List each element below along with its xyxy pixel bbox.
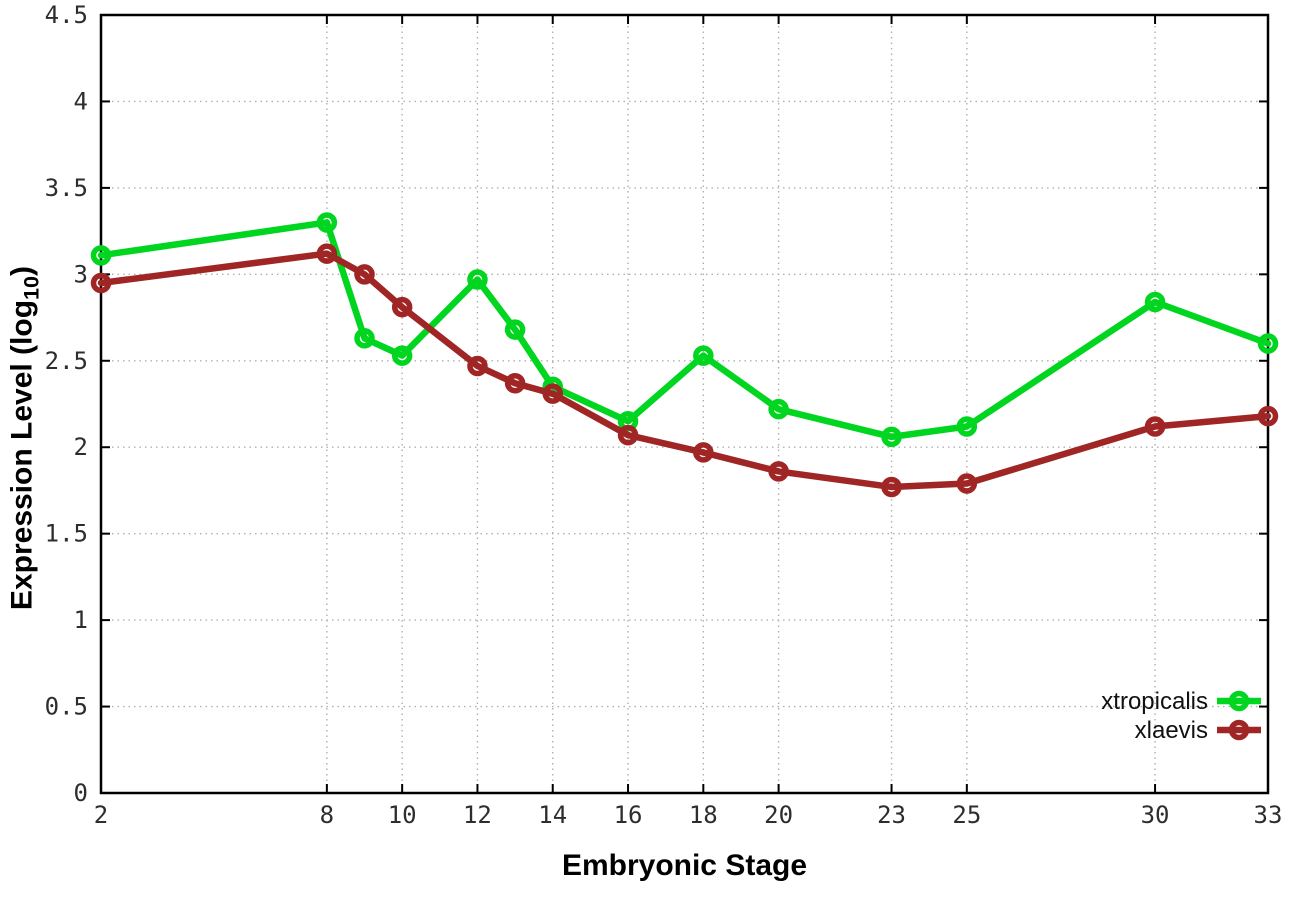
x-tick-label: 8 [320, 801, 334, 829]
y-axis-label-text: Expression Level (log [5, 299, 39, 611]
x-axis-label: Embryonic Stage [561, 849, 808, 882]
data-point-xlaevis [354, 264, 375, 285]
series-line-xtropicalis [97, 219, 1272, 441]
y-tick-label: 4.5 [45, 1, 88, 29]
y-tick-label: 2 [74, 433, 88, 461]
data-point-xlaevis [1257, 405, 1279, 427]
data-point-xlaevis [391, 296, 413, 318]
data-point-xlaevis [693, 442, 714, 463]
x-tick-label: 10 [388, 801, 417, 829]
data-point-xtropicalis [391, 345, 413, 366]
plot-border [99, 13, 1270, 795]
data-point-xlaevis [467, 355, 488, 377]
y-tick-label: 3 [74, 260, 88, 288]
y-tick-label: 3.5 [45, 174, 88, 202]
data-point-xlaevis [542, 383, 563, 404]
y-tick-label: 1 [74, 606, 88, 634]
x-tick-label: 18 [689, 801, 718, 829]
y-axis-label-subscript: 10 [18, 275, 44, 300]
data-point-xlaevis [316, 243, 338, 264]
data-point-xlaevis [90, 272, 112, 294]
data-point-xlaevis [881, 476, 902, 498]
legend-label-xlaevis: xlaevis [1135, 717, 1208, 744]
x-tick-label: 2 [94, 801, 108, 829]
x-tick-label: 16 [614, 801, 643, 829]
data-point-xtropicalis [354, 328, 375, 349]
data-point-xlaevis [504, 373, 526, 394]
data-point-xtropicalis [467, 269, 488, 290]
y-axis-label: Expression Level (log10) [6, 266, 45, 610]
data-point-xtropicalis [956, 416, 978, 437]
y-tick-label: 4 [74, 87, 88, 115]
data-point-xtropicalis [881, 426, 902, 448]
data-point-xtropicalis [1257, 333, 1279, 354]
legend-label-xtropicalis: xtropicalis [1101, 688, 1208, 715]
legend-marker-xtropicalis [1228, 690, 1250, 712]
y-tick-label: 2.5 [45, 347, 88, 375]
data-point-xlaevis [617, 424, 639, 446]
data-point-xtropicalis [90, 245, 112, 266]
y-tick-label: 0.5 [45, 693, 88, 721]
y-axis-label-suffix: ) [5, 265, 39, 276]
data-point-xlaevis [1144, 416, 1166, 437]
x-tick-label: 25 [952, 801, 981, 829]
data-point-xtropicalis [316, 212, 338, 233]
y-tick-label: 0 [74, 779, 88, 807]
x-tick-label: 14 [538, 801, 567, 829]
x-tick-label: 12 [463, 801, 492, 829]
data-point-xtropicalis [693, 345, 714, 366]
x-tick-label: 33 [1254, 801, 1283, 829]
data-point-xlaevis [956, 473, 978, 494]
x-tick-label: 23 [877, 801, 906, 829]
data-point-xtropicalis [504, 319, 526, 340]
data-point-xlaevis [768, 461, 789, 482]
legend-marker-xlaevis [1228, 719, 1250, 741]
y-tick-label: 1.5 [45, 520, 88, 548]
data-point-xtropicalis [1144, 291, 1166, 313]
x-tick-label: 20 [764, 801, 793, 829]
data-point-xtropicalis [768, 398, 789, 420]
x-tick-label: 30 [1141, 801, 1170, 829]
